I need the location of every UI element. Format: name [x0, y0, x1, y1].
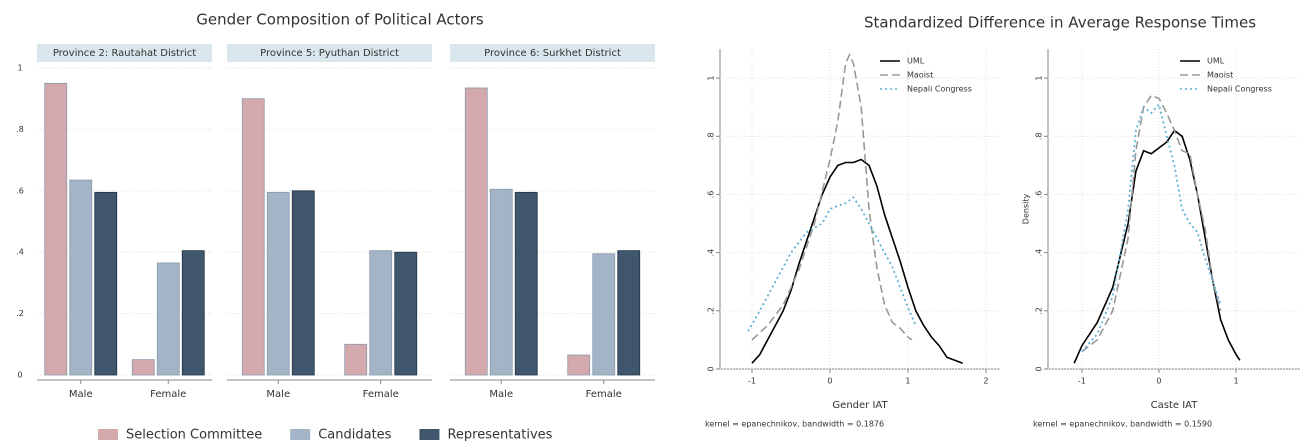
y-tick-label: .8 — [1035, 132, 1044, 140]
bar — [394, 251, 418, 376]
note: kernel = epanechnikov, bandwidth = 0.159… — [1033, 420, 1212, 429]
chart-title: Gender Composition of Political Actors — [196, 11, 484, 29]
density-line — [1073, 129, 1241, 364]
note: kernel = epanechnikov, bandwidth = 0.187… — [705, 420, 884, 429]
x-tick-label: Female — [150, 389, 186, 400]
y-tick-label: 0 — [1035, 366, 1044, 371]
legend-label: Maoist — [907, 71, 933, 80]
bar — [241, 98, 265, 376]
x-tick-label: Female — [586, 389, 622, 400]
y-tick-label: 1 — [707, 76, 716, 81]
bar — [94, 191, 118, 376]
x-tick-label: 1 — [905, 377, 910, 386]
density-line — [751, 158, 963, 364]
legend-label: UML — [1207, 57, 1225, 66]
panel-title: Province 2: Rautahat District — [53, 48, 196, 59]
y-tick-label: 1 — [1035, 76, 1044, 81]
panel-strip — [227, 44, 432, 62]
legend-swatch — [290, 429, 311, 440]
bar — [344, 343, 368, 376]
x-axis-label: Caste IAT — [1151, 400, 1199, 411]
density-line — [1081, 102, 1222, 353]
bar — [291, 190, 315, 376]
legend-swatch — [98, 429, 118, 440]
bar — [44, 82, 68, 376]
y-tick-label: 0 — [707, 366, 716, 371]
y-tick-label: .6 — [707, 191, 716, 199]
panel-strip — [450, 44, 655, 62]
x-tick-label: Male — [69, 389, 93, 400]
bar — [156, 262, 180, 376]
y-tick-label: 1 — [17, 64, 22, 73]
y-axis-label: Density — [1022, 194, 1031, 225]
density-line — [1081, 94, 1222, 353]
panel-strip — [37, 44, 212, 62]
legend-swatch — [419, 429, 440, 440]
bar — [181, 250, 205, 376]
bar — [131, 359, 155, 376]
x-tick-label: 0 — [1156, 377, 1161, 386]
x-tick-label: 1 — [1233, 377, 1238, 386]
bar — [266, 191, 290, 376]
bar — [514, 191, 538, 376]
bar — [369, 250, 393, 376]
density-line — [751, 52, 913, 341]
y-tick-label: .4 — [16, 248, 24, 257]
y-tick-label: 0 — [17, 371, 22, 380]
y-tick-label: .6 — [1035, 191, 1044, 199]
bar — [464, 87, 488, 376]
y-tick-label: .6 — [16, 186, 24, 195]
legend-label: Maoist — [1207, 71, 1233, 80]
y-tick-label: .2 — [1035, 307, 1044, 315]
legend-label: UML — [907, 57, 925, 66]
bar — [489, 188, 513, 376]
y-tick-label: .4 — [1035, 249, 1044, 257]
x-tick-label: -1 — [748, 377, 756, 386]
bar — [69, 179, 93, 376]
y-tick-label: .2 — [707, 307, 716, 315]
x-tick-label: Female — [363, 389, 399, 400]
x-axis-label: Gender IAT — [832, 400, 888, 411]
bar — [617, 250, 641, 376]
chart-title: Standardized Difference in Average Respo… — [864, 14, 1256, 32]
legend-label: Nepali Congress — [1207, 85, 1272, 94]
x-tick-label: -1 — [1078, 377, 1086, 386]
y-tick-label: .8 — [707, 132, 716, 140]
legend-label: Nepali Congress — [907, 85, 972, 94]
bar — [592, 253, 616, 376]
x-tick-label: 2 — [983, 377, 988, 386]
bar — [567, 354, 591, 376]
x-tick-label: Male — [266, 389, 290, 400]
y-tick-label: .8 — [16, 125, 24, 134]
panel-title: Province 6: Surkhet District — [484, 48, 621, 59]
y-tick-label: .4 — [707, 249, 716, 257]
x-tick-label: 0 — [827, 377, 832, 386]
legend-label: Candidates — [318, 428, 391, 441]
x-tick-label: Male — [489, 389, 513, 400]
panel-title: Province 5: Pyuthan District — [260, 48, 399, 59]
density-line — [747, 196, 917, 332]
legend-label: Selection Committee — [126, 428, 262, 441]
y-tick-label: .2 — [16, 309, 24, 318]
legend-label: Representatives — [447, 428, 552, 441]
